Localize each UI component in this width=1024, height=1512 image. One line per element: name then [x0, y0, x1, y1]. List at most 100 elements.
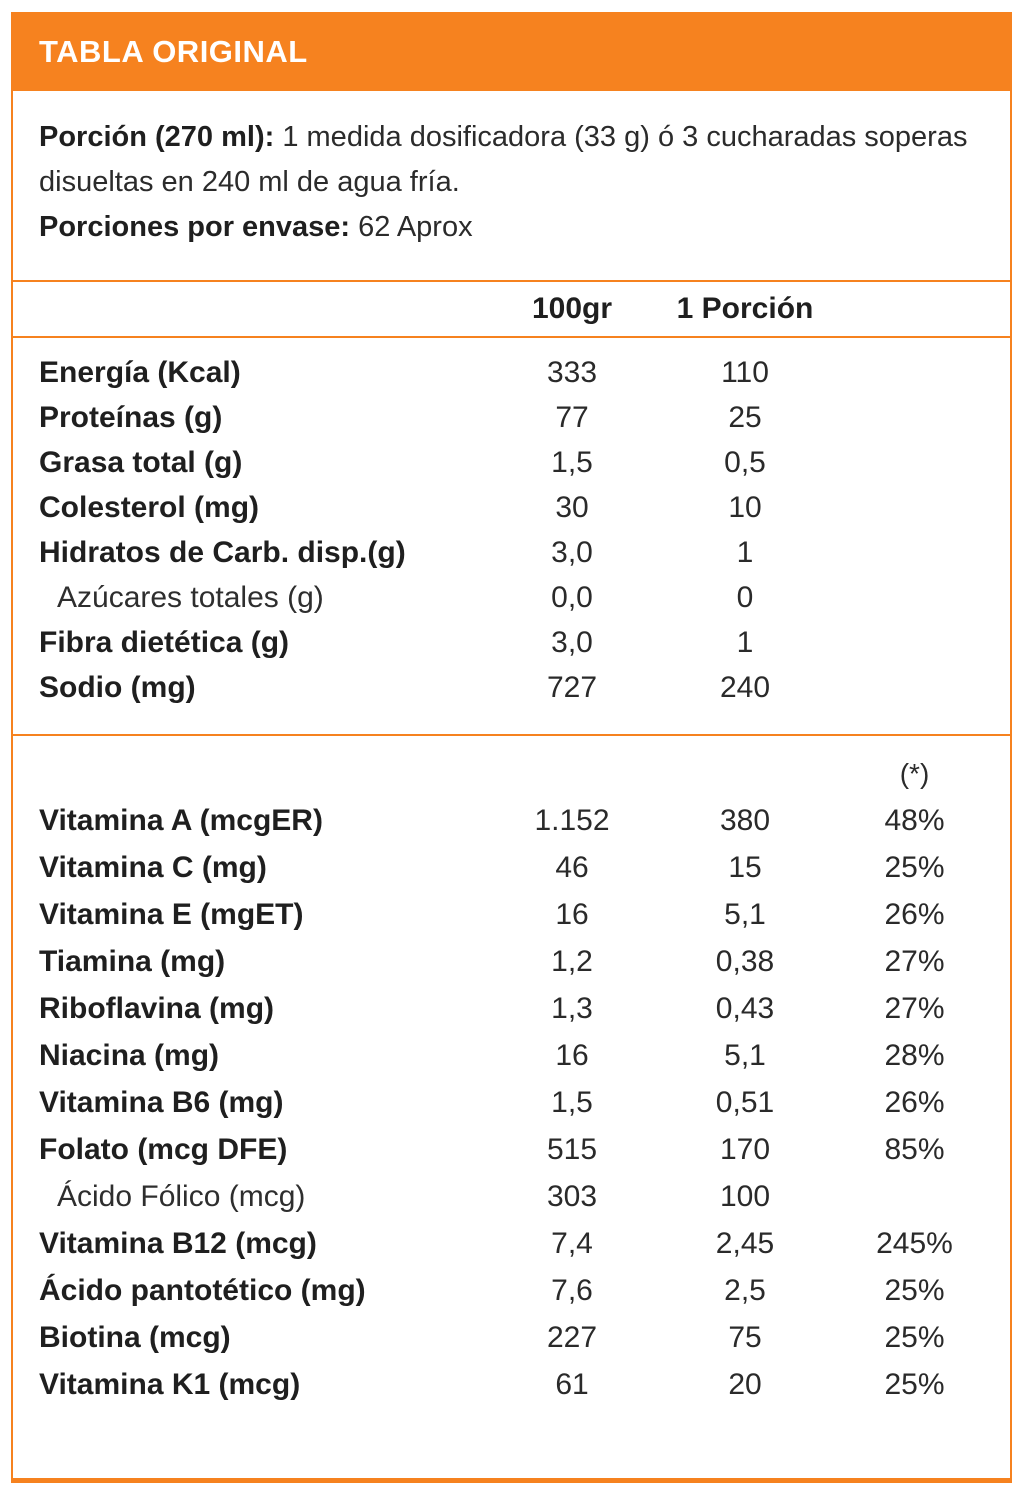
value-portion: 100 [719, 1179, 771, 1213]
nutrient-label: Niacina (mg) [39, 1038, 220, 1072]
nutrient-label: Vitamina B12 (mcg) [39, 1226, 317, 1260]
value-percent: 85% [884, 1132, 945, 1166]
table-row: Folato (mcg DFE) 515 170 85% [13, 1126, 1010, 1173]
value-percent: 25% [884, 1367, 945, 1401]
value-portion: 380 [719, 803, 771, 837]
value-100g: 16 [555, 897, 589, 931]
table-header-bar: TABLA ORIGINAL [11, 12, 1012, 91]
nutrient-label: Biotina (mcg) [39, 1320, 231, 1354]
table-row: Vitamina B12 (mcg) 7,4 2,45 245% [13, 1220, 1010, 1267]
value-100g: 303 [546, 1179, 598, 1213]
value-100g: 1,3 [551, 991, 593, 1025]
value-portion: 5,1 [724, 1038, 766, 1072]
nutrient-label: Vitamina K1 (mcg) [39, 1367, 301, 1401]
table-row: Azúcares totales (g) 0,0 0 [13, 575, 1010, 620]
value-100g: 727 [546, 670, 598, 704]
value-portion: 75 [728, 1320, 762, 1354]
percent-header: (*) [899, 757, 930, 789]
table-title: TABLA ORIGINAL [39, 33, 308, 69]
serving-info: Porción (270 ml): 1 medida dosificadora … [13, 91, 1010, 280]
nutrient-label: Hidratos de Carb. disp.(g) [39, 535, 406, 569]
table-row: Energía (Kcal) 333 110 [13, 350, 1010, 395]
value-portion: 15 [728, 850, 762, 884]
value-100g: 1,5 [551, 1085, 593, 1119]
value-portion: 0,38 [715, 944, 775, 978]
nutrient-label: Azúcares totales (g) [57, 580, 324, 614]
value-percent: 26% [884, 1085, 945, 1119]
nutrients-rows: Energía (Kcal) 333 110 Proteínas (g) 77 … [13, 338, 1010, 734]
value-portion: 2,45 [715, 1226, 775, 1260]
nutrient-label: Fibra dietética (g) [39, 625, 290, 659]
servings-label: Porciones por envase: [39, 211, 351, 243]
table-row: Proteínas (g) 77 25 [13, 395, 1010, 440]
table-row: Vitamina K1 (mcg) 61 20 25% [13, 1361, 1010, 1408]
table-row: Grasa total (g) 1,5 0,5 [13, 440, 1010, 485]
value-percent: 25% [884, 850, 945, 884]
section-divider [13, 336, 1010, 338]
value-portion: 25 [728, 400, 762, 434]
value-portion: 1 [736, 625, 754, 659]
table-row: Biotina (mcg) 227 75 25% [13, 1314, 1010, 1361]
servings-value: 62 Aprox [358, 211, 473, 243]
column-header-row: 100gr 1 Porción [13, 282, 1010, 336]
nutrient-label: Grasa total (g) [39, 445, 243, 479]
value-portion: 10 [728, 490, 762, 524]
value-100g: 16 [555, 1038, 589, 1072]
servings-line: Porciones por envase: 62 Aprox [39, 205, 970, 250]
section-divider [13, 734, 1010, 736]
nutrient-label: Colesterol (mg) [39, 490, 260, 524]
nutrient-label: Vitamina A (mcgER) [39, 803, 323, 837]
table-row: Riboflavina (mg) 1,3 0,43 27% [13, 985, 1010, 1032]
value-100g: 46 [555, 850, 589, 884]
value-100g: 3,0 [551, 535, 593, 569]
value-portion: 0 [736, 580, 754, 614]
value-portion: 1 [736, 535, 754, 569]
table-row: Ácido pantotético (mg) 7,6 2,5 25% [13, 1267, 1010, 1314]
value-portion: 20 [728, 1367, 762, 1401]
portion-line: Porción (270 ml): 1 medida dosificadora … [39, 115, 970, 205]
value-100g: 1,5 [551, 445, 593, 479]
value-100g: 515 [546, 1132, 598, 1166]
percent-header-row: (*) [13, 750, 1010, 797]
table-row: Niacina (mg) 16 5,1 28% [13, 1032, 1010, 1079]
value-percent: 28% [884, 1038, 945, 1072]
column-header-portion: 1 Porción [676, 292, 814, 325]
value-percent: 25% [884, 1273, 945, 1307]
value-portion: 2,5 [724, 1273, 766, 1307]
table-row: Hidratos de Carb. disp.(g) 3,0 1 [13, 530, 1010, 575]
table-row: Vitamina B6 (mg) 1,5 0,51 26% [13, 1079, 1010, 1126]
value-portion: 240 [719, 670, 771, 704]
value-100g: 1.152 [534, 803, 610, 837]
table-row: Sodio (mg) 727 240 [13, 665, 1010, 710]
nutrient-label: Tiamina (mg) [39, 944, 226, 978]
value-100g: 30 [555, 490, 589, 524]
vitamins-rows: Vitamina A (mcgER) 1.152 380 48% Vitamin… [13, 797, 1010, 1408]
value-100g: 7,6 [551, 1273, 593, 1307]
value-100g: 333 [546, 355, 598, 389]
nutrient-label: Ácido Fólico (mcg) [57, 1179, 306, 1213]
table-row: Vitamina A (mcgER) 1.152 380 48% [13, 797, 1010, 844]
value-portion: 0,43 [715, 991, 775, 1025]
nutrient-label: Ácido pantotético (mg) [39, 1273, 366, 1307]
value-100g: 227 [546, 1320, 598, 1354]
nutrient-label: Vitamina E (mgET) [39, 897, 304, 931]
nutrient-label: Proteínas (g) [39, 400, 223, 434]
nutrition-table: TABLA ORIGINAL Porción (270 ml): 1 medid… [11, 12, 1012, 1483]
vitamins-section: (*) Vitamina A (mcgER) 1.152 380 48% Vit… [13, 736, 1010, 1478]
table-row: Fibra dietética (g) 3,0 1 [13, 620, 1010, 665]
value-portion: 5,1 [724, 897, 766, 931]
table-row: Vitamina E (mgET) 16 5,1 26% [13, 891, 1010, 938]
table-row: Colesterol (mg) 30 10 [13, 485, 1010, 530]
section-divider [13, 280, 1010, 282]
value-100g: 1,2 [551, 944, 593, 978]
table-row: Ácido Fólico (mcg) 303 100 [13, 1173, 1010, 1220]
nutrient-label: Riboflavina (mg) [39, 991, 275, 1025]
table-body: Porción (270 ml): 1 medida dosificadora … [11, 91, 1012, 1483]
nutrient-label: Sodio (mg) [39, 670, 196, 704]
value-portion: 0,51 [715, 1085, 775, 1119]
portion-text: 1 medida dosificadora (33 g) ó 3 cuchara… [39, 121, 968, 198]
nutrient-label: Energía (Kcal) [39, 355, 241, 389]
value-percent: 26% [884, 897, 945, 931]
value-100g: 77 [555, 400, 589, 434]
value-percent: 25% [884, 1320, 945, 1354]
